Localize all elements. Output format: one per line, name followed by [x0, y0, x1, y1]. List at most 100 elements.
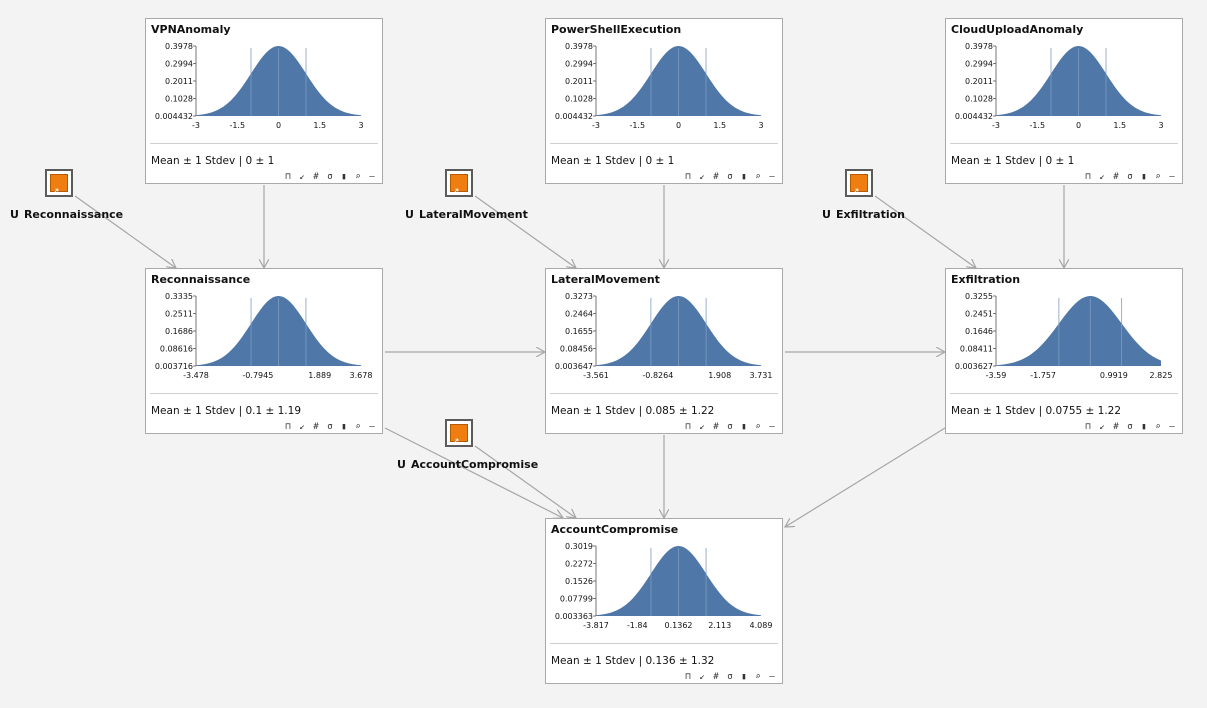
x-tick-label: 2.113 — [708, 621, 731, 630]
clock-icon[interactable]: σ — [727, 672, 733, 682]
x-tick-label: -1.84 — [627, 621, 648, 630]
clock-icon[interactable]: σ — [1127, 172, 1133, 182]
x-tick-label: -1.5 — [1029, 121, 1045, 130]
stat-summary: Mean ± 1 Stdev | 0 ± 1 — [551, 155, 674, 167]
collapse-icon[interactable]: ↙ — [299, 172, 305, 182]
node-account[interactable]: AccountCompromise 0.3019 0.2272 0.1526 0.077… — [545, 518, 783, 684]
divider — [950, 393, 1178, 394]
utility-icon: ↗ — [850, 174, 868, 197]
grid-icon[interactable]: # — [313, 422, 319, 432]
zoom-icon[interactable]: ⌕ — [1155, 172, 1161, 182]
collapse-icon[interactable]: ↙ — [699, 672, 705, 682]
zoom-icon[interactable]: ⌕ — [755, 172, 761, 182]
pin-icon[interactable]: ⊓ — [685, 172, 691, 182]
minimize-icon[interactable]: — — [369, 422, 375, 432]
zoom-icon[interactable]: ⌕ — [755, 672, 761, 682]
x-tick-label: -3.478 — [183, 371, 209, 380]
node-vpn[interactable]: VPNAnomaly 0.3978 0.2994 0.2011 0.1028 0.0044… — [145, 18, 383, 184]
clock-icon[interactable]: σ — [327, 422, 333, 432]
collapse-icon[interactable]: ↙ — [699, 172, 705, 182]
collapse-icon[interactable]: ↙ — [699, 422, 705, 432]
pin-icon[interactable]: ⊓ — [285, 172, 291, 182]
grid-icon[interactable]: # — [1113, 172, 1119, 182]
clock-icon[interactable]: σ — [727, 172, 733, 182]
utility-prefix: U — [397, 458, 406, 471]
stat-label: Mean ± 1 Stdev — [951, 155, 1036, 167]
zoom-icon[interactable]: ⌕ — [1155, 422, 1161, 432]
y-tick-label: 0.3273 — [565, 292, 593, 301]
node-recon[interactable]: Reconnaissance 0.3335 0.2511 0.1686 0.08616 0… — [145, 268, 383, 434]
histogram-icon[interactable]: ▮ — [741, 172, 747, 182]
divider — [150, 143, 378, 144]
node-exfil[interactable]: Exfiltration 0.3255 0.2451 0.1646 0.08411 0.0… — [945, 268, 1183, 434]
shortcut-arrow-icon: ↗ — [52, 187, 60, 197]
collapse-icon[interactable]: ↙ — [1099, 172, 1105, 182]
clock-icon[interactable]: σ — [1127, 422, 1133, 432]
y-tick-label: 0.08456 — [560, 345, 593, 354]
pin-icon[interactable]: ⊓ — [1085, 172, 1091, 182]
y-tick-label: 0.3978 — [965, 42, 993, 51]
stat-value: 0 ± 1 — [1045, 155, 1075, 167]
x-tick-label: 2.825 — [1150, 371, 1173, 380]
x-tick-label: -3.561 — [583, 371, 609, 380]
node-ps[interactable]: PowerShellExecution 0.3978 0.2994 0.2011 0.1… — [545, 18, 783, 184]
grid-icon[interactable]: # — [1113, 422, 1119, 432]
pin-icon[interactable]: ⊓ — [685, 672, 691, 682]
y-tick-label: 0.003363 — [555, 612, 593, 621]
stat-label: Mean ± 1 Stdev — [551, 405, 636, 417]
pin-icon[interactable]: ⊓ — [285, 422, 291, 432]
stat-value: 0 ± 1 — [645, 155, 675, 167]
histogram-icon[interactable]: ▮ — [741, 422, 747, 432]
minimize-icon[interactable]: — — [769, 172, 775, 182]
minimize-icon[interactable]: — — [769, 672, 775, 682]
clock-icon[interactable]: σ — [727, 422, 733, 432]
stat-summary: Mean ± 1 Stdev | 0 ± 1 — [151, 155, 274, 167]
x-tick-label: -0.8264 — [642, 371, 673, 380]
y-tick-label: 0.1646 — [965, 327, 993, 336]
utility-label: U LateralMovement — [405, 208, 528, 221]
minimize-icon[interactable]: — — [1169, 172, 1175, 182]
y-tick-label: 0.1028 — [965, 95, 993, 104]
minimize-icon[interactable]: — — [1169, 422, 1175, 432]
minimize-icon[interactable]: — — [369, 172, 375, 182]
x-tick-label: 1.5 — [1113, 121, 1126, 130]
clock-icon[interactable]: σ — [327, 172, 333, 182]
collapse-icon[interactable]: ↙ — [1099, 422, 1105, 432]
grid-icon[interactable]: # — [313, 172, 319, 182]
histogram-icon[interactable]: ▮ — [341, 422, 347, 432]
distribution-plot: 0.3273 0.2464 0.1655 0.08456 0.003647-3.561 -… — [555, 292, 773, 380]
minimize-icon[interactable]: — — [769, 422, 775, 432]
grid-icon[interactable]: # — [713, 172, 719, 182]
utility-node-u_account[interactable]: ↗ — [445, 419, 473, 447]
pin-icon[interactable]: ⊓ — [685, 422, 691, 432]
pin-icon[interactable]: ⊓ — [1085, 422, 1091, 432]
x-tick-label: 0.9919 — [1100, 371, 1128, 380]
y-tick-label: 0.004432 — [955, 112, 993, 121]
stat-value: 0 ± 1 — [245, 155, 275, 167]
y-tick-label: 0.2011 — [165, 77, 193, 86]
zoom-icon[interactable]: ⌕ — [755, 422, 761, 432]
zoom-icon[interactable]: ⌕ — [355, 172, 361, 182]
node-lateral[interactable]: LateralMovement 0.3273 0.2464 0.1655 0.08456… — [545, 268, 783, 434]
utility-prefix: U — [405, 208, 414, 221]
utility-node-u_lateral[interactable]: ↗ — [445, 169, 473, 197]
node-toolbar: ⊓ ↙ # σ ▮ ⌕ — — [682, 421, 778, 433]
utility-node-u_exfil[interactable]: ↗ — [845, 169, 873, 197]
stat-summary: Mean ± 1 Stdev | 0 ± 1 — [951, 155, 1074, 167]
utility-prefix: U — [10, 208, 19, 221]
x-tick-label: 3.678 — [350, 371, 373, 380]
zoom-icon[interactable]: ⌕ — [355, 422, 361, 432]
grid-icon[interactable]: # — [713, 422, 719, 432]
x-tick-label: 3.731 — [750, 371, 773, 380]
histogram-icon[interactable]: ▮ — [341, 172, 347, 182]
histogram-icon[interactable]: ▮ — [1141, 172, 1147, 182]
histogram-icon[interactable]: ▮ — [741, 672, 747, 682]
utility-node-u_recon[interactable]: ↗ — [45, 169, 73, 197]
grid-icon[interactable]: # — [713, 672, 719, 682]
node-cloud[interactable]: CloudUploadAnomaly 0.3978 0.2994 0.2011 0.10… — [945, 18, 1183, 184]
y-tick-label: 0.08411 — [960, 345, 993, 354]
histogram-icon[interactable]: ▮ — [1141, 422, 1147, 432]
x-tick-label: -3.59 — [986, 371, 1007, 380]
x-tick-label: -3.817 — [583, 621, 609, 630]
collapse-icon[interactable]: ↙ — [299, 422, 305, 432]
